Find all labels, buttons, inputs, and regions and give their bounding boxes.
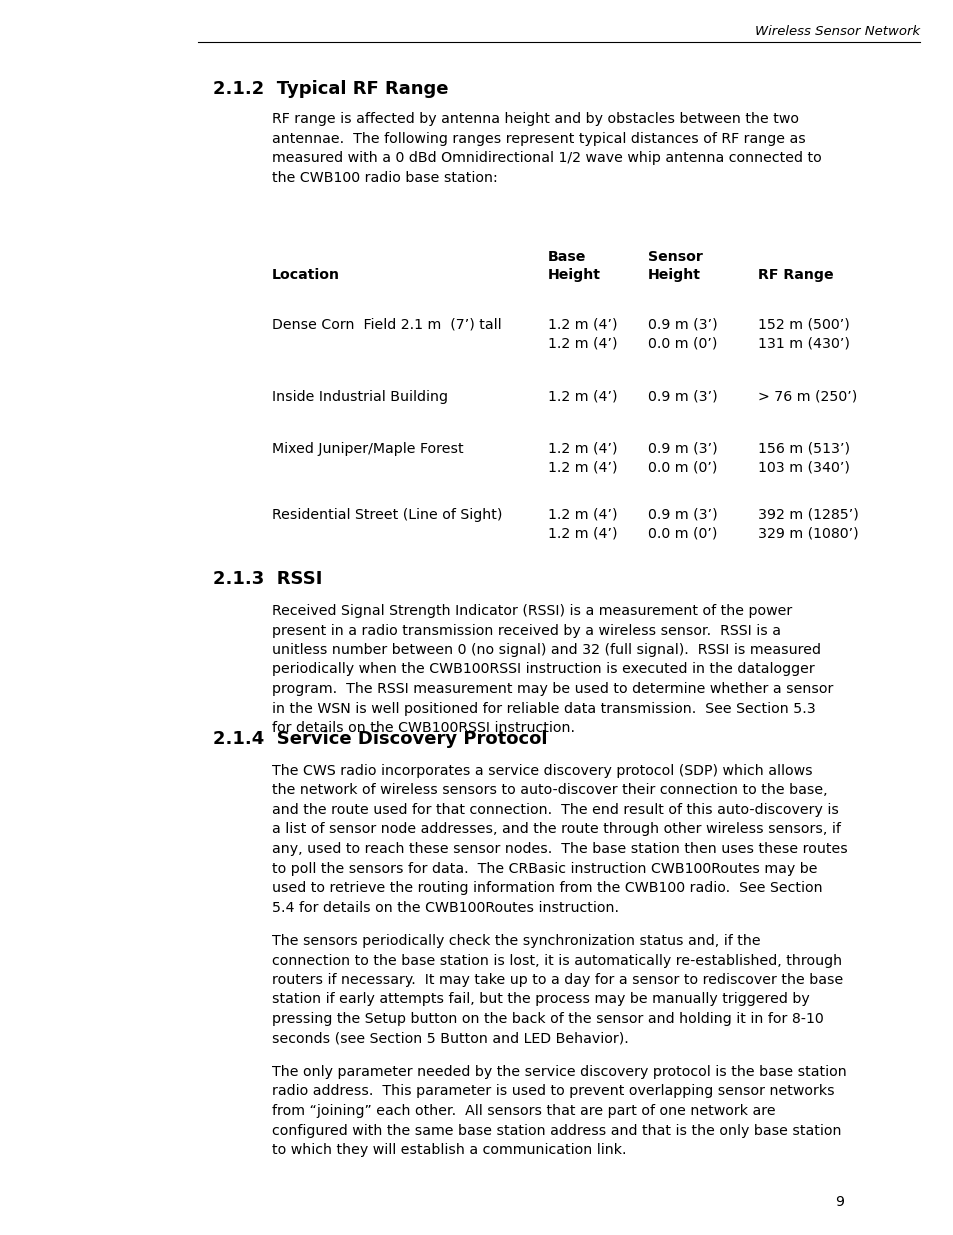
Text: 392 m (1285’): 392 m (1285’) [758, 508, 858, 522]
Text: present in a radio transmission received by a wireless sensor.  RSSI is a: present in a radio transmission received… [272, 624, 781, 637]
Text: pressing the Setup button on the back of the sensor and holding it in for 8-10: pressing the Setup button on the back of… [272, 1011, 822, 1026]
Text: routers if necessary.  It may take up to a day for a sensor to rediscover the ba: routers if necessary. It may take up to … [272, 973, 842, 987]
Text: 1.2 m (4’): 1.2 m (4’) [547, 390, 617, 404]
Text: Location: Location [272, 268, 339, 282]
Text: the network of wireless sensors to auto-discover their connection to the base,: the network of wireless sensors to auto-… [272, 783, 827, 798]
Text: Dense Corn  Field 2.1 m  (7’) tall: Dense Corn Field 2.1 m (7’) tall [272, 317, 501, 332]
Text: from “joining” each other.  All sensors that are part of one network are: from “joining” each other. All sensors t… [272, 1104, 775, 1118]
Text: Height: Height [647, 268, 700, 282]
Text: 1.2 m (4’): 1.2 m (4’) [547, 508, 617, 522]
Text: The only parameter needed by the service discovery protocol is the base station: The only parameter needed by the service… [272, 1065, 846, 1079]
Text: Height: Height [547, 268, 600, 282]
Text: and the route used for that connection.  The end result of this auto-discovery i: and the route used for that connection. … [272, 803, 838, 818]
Text: to which they will establish a communication link.: to which they will establish a communica… [272, 1144, 626, 1157]
Text: 103 m (340’): 103 m (340’) [758, 461, 849, 474]
Text: 0.0 m (0’): 0.0 m (0’) [647, 461, 717, 474]
Text: The CWS radio incorporates a service discovery protocol (SDP) which allows: The CWS radio incorporates a service dis… [272, 764, 812, 778]
Text: RF range is affected by antenna height and by obstacles between the two: RF range is affected by antenna height a… [272, 112, 799, 126]
Text: antennae.  The following ranges represent typical distances of RF range as: antennae. The following ranges represent… [272, 131, 805, 146]
Text: radio address.  This parameter is used to prevent overlapping sensor networks: radio address. This parameter is used to… [272, 1084, 834, 1098]
Text: the CWB100 radio base station:: the CWB100 radio base station: [272, 170, 497, 184]
Text: seconds (see Section 5 Button and LED Behavior).: seconds (see Section 5 Button and LED Be… [272, 1031, 628, 1046]
Text: unitless number between 0 (no signal) and 32 (full signal).  RSSI is measured: unitless number between 0 (no signal) an… [272, 643, 821, 657]
Text: 0.0 m (0’): 0.0 m (0’) [647, 526, 717, 541]
Text: station if early attempts fail, but the process may be manually triggered by: station if early attempts fail, but the … [272, 993, 809, 1007]
Text: in the WSN is well positioned for reliable data transmission.  See Section 5.3: in the WSN is well positioned for reliab… [272, 701, 815, 715]
Text: > 76 m (250’): > 76 m (250’) [758, 390, 857, 404]
Text: 1.2 m (4’): 1.2 m (4’) [547, 442, 617, 456]
Text: connection to the base station is lost, it is automatically re-established, thro: connection to the base station is lost, … [272, 953, 841, 967]
Text: to poll the sensors for data.  The CRBasic instruction CWB100Routes may be: to poll the sensors for data. The CRBasi… [272, 862, 817, 876]
Text: 329 m (1080’): 329 m (1080’) [758, 526, 858, 541]
Text: 0.9 m (3’): 0.9 m (3’) [647, 317, 717, 332]
Text: 152 m (500’): 152 m (500’) [758, 317, 849, 332]
Text: 0.9 m (3’): 0.9 m (3’) [647, 508, 717, 522]
Text: for details on the CWB100RSSI instruction.: for details on the CWB100RSSI instructio… [272, 721, 575, 735]
Text: used to retrieve the routing information from the CWB100 radio.  See Section: used to retrieve the routing information… [272, 881, 821, 895]
Text: Inside Industrial Building: Inside Industrial Building [272, 390, 448, 404]
Text: Sensor: Sensor [647, 251, 702, 264]
Text: RF Range: RF Range [758, 268, 833, 282]
Text: 1.2 m (4’): 1.2 m (4’) [547, 336, 617, 351]
Text: Base: Base [547, 251, 586, 264]
Text: 2.1.4  Service Discovery Protocol: 2.1.4 Service Discovery Protocol [213, 730, 547, 748]
Text: 1.2 m (4’): 1.2 m (4’) [547, 461, 617, 474]
Text: 156 m (513’): 156 m (513’) [758, 442, 849, 456]
Text: 5.4 for details on the CWB100Routes instruction.: 5.4 for details on the CWB100Routes inst… [272, 900, 618, 914]
Text: periodically when the CWB100RSSI instruction is executed in the datalogger: periodically when the CWB100RSSI instruc… [272, 662, 814, 677]
Text: 2.1.3  RSSI: 2.1.3 RSSI [213, 571, 322, 588]
Text: Wireless Sensor Network: Wireless Sensor Network [754, 25, 919, 38]
Text: 131 m (430’): 131 m (430’) [758, 336, 849, 351]
Text: configured with the same base station address and that is the only base station: configured with the same base station ad… [272, 1124, 841, 1137]
Text: Mixed Juniper/Maple Forest: Mixed Juniper/Maple Forest [272, 442, 463, 456]
Text: 1.2 m (4’): 1.2 m (4’) [547, 526, 617, 541]
Text: 0.0 m (0’): 0.0 m (0’) [647, 336, 717, 351]
Text: 9: 9 [835, 1195, 843, 1209]
Text: 2.1.2  Typical RF Range: 2.1.2 Typical RF Range [213, 80, 448, 98]
Text: 1.2 m (4’): 1.2 m (4’) [547, 317, 617, 332]
Text: Received Signal Strength Indicator (RSSI) is a measurement of the power: Received Signal Strength Indicator (RSSI… [272, 604, 791, 618]
Text: measured with a 0 dBd Omnidirectional 1/2 wave whip antenna connected to: measured with a 0 dBd Omnidirectional 1/… [272, 151, 821, 165]
Text: any, used to reach these sensor nodes.  The base station then uses these routes: any, used to reach these sensor nodes. T… [272, 842, 847, 856]
Text: Residential Street (Line of Sight): Residential Street (Line of Sight) [272, 508, 502, 522]
Text: The sensors periodically check the synchronization status and, if the: The sensors periodically check the synch… [272, 934, 760, 948]
Text: a list of sensor node addresses, and the route through other wireless sensors, i: a list of sensor node addresses, and the… [272, 823, 840, 836]
Text: 0.9 m (3’): 0.9 m (3’) [647, 390, 717, 404]
Text: program.  The RSSI measurement may be used to determine whether a sensor: program. The RSSI measurement may be use… [272, 682, 833, 697]
Text: 0.9 m (3’): 0.9 m (3’) [647, 442, 717, 456]
